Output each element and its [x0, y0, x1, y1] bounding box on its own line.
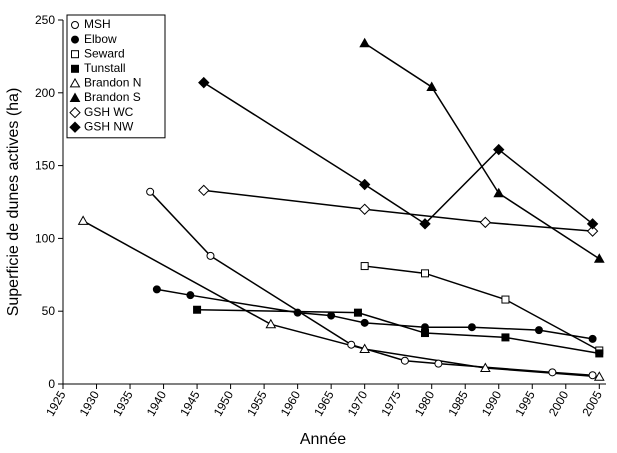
marker [186, 291, 195, 300]
x-tick-label: 1945 [177, 388, 203, 418]
marker [479, 216, 492, 229]
marker [360, 318, 369, 327]
y-tick-label: 150 [35, 159, 55, 173]
legend-box [66, 14, 166, 139]
series-line [149, 191, 593, 377]
series-line [203, 189, 593, 232]
y-tick-label: 0 [48, 377, 55, 391]
marker [548, 368, 557, 377]
y-tick-label: 100 [35, 231, 55, 245]
x-tick-label: 1950 [211, 388, 237, 418]
y-tick-label: 50 [42, 304, 56, 318]
marker [588, 371, 597, 380]
x-tick-label: 1940 [144, 388, 170, 418]
y-tick-label: 200 [35, 86, 55, 100]
marker [327, 311, 336, 320]
marker [71, 35, 79, 44]
marker [419, 218, 431, 230]
legend-label: Elbow [84, 32, 117, 46]
marker [71, 21, 79, 29]
x-tick-label: 1995 [512, 388, 538, 418]
marker [198, 76, 210, 89]
marker [359, 343, 371, 354]
marker [593, 253, 605, 263]
series-line [364, 265, 600, 352]
x-tick-label: 1980 [412, 388, 438, 418]
marker [501, 295, 510, 304]
marker [501, 333, 510, 342]
marker [421, 329, 429, 338]
x-tick-label: 1960 [278, 388, 304, 418]
marker [479, 362, 491, 372]
marker [467, 323, 476, 332]
marker [69, 106, 81, 119]
marker [358, 178, 371, 191]
x-tick-label: 1975 [378, 388, 404, 418]
marker [426, 81, 438, 91]
legend-label: MSH [84, 17, 111, 31]
marker [146, 187, 155, 196]
legend-label: Brandon N [84, 76, 141, 90]
x-tick-label: 1955 [244, 388, 270, 418]
marker [434, 359, 443, 368]
x-tick-label: 1990 [479, 388, 505, 418]
marker [71, 64, 79, 73]
marker [77, 215, 89, 225]
marker [400, 356, 409, 365]
marker [360, 262, 369, 271]
marker [534, 326, 543, 335]
marker [193, 305, 202, 314]
marker [71, 50, 79, 59]
marker [293, 308, 302, 317]
series-line [364, 42, 600, 260]
legend-label: Seward [84, 46, 125, 60]
y-tick-label: 250 [35, 13, 55, 27]
marker [588, 334, 597, 343]
marker [595, 349, 604, 358]
series-line [203, 81, 594, 225]
legend-label: Brandon S [84, 90, 141, 104]
marker [152, 285, 161, 294]
marker [359, 37, 371, 48]
legend-label: GSH WC [84, 105, 134, 119]
marker [586, 225, 599, 237]
series-line [82, 220, 600, 378]
marker [265, 318, 277, 329]
marker [358, 203, 371, 215]
marker [347, 340, 356, 349]
x-tick-label: 2005 [579, 388, 605, 418]
x-tick-label: 1925 [43, 388, 69, 418]
marker [69, 92, 81, 102]
marker [593, 371, 605, 381]
marker [69, 121, 81, 133]
x-tick-label: 1970 [345, 388, 371, 418]
x-tick-label: 1985 [445, 388, 471, 418]
marker [353, 308, 362, 317]
y-axis-title: Superficie de dunes actives (ha) [5, 88, 22, 317]
marker [493, 187, 505, 198]
x-axis-title: Année [300, 431, 346, 448]
x-tick-label: 1965 [311, 388, 337, 418]
x-tick-label: 1930 [77, 388, 103, 418]
marker [198, 184, 210, 197]
marker [421, 269, 429, 278]
legend-label: Tunstall [84, 61, 126, 75]
marker [69, 77, 81, 88]
legend-label: GSH NW [84, 119, 134, 133]
marker [493, 143, 505, 156]
x-tick-label: 2000 [546, 388, 572, 418]
marker [586, 218, 599, 230]
marker [206, 251, 215, 260]
x-tick-label: 1935 [110, 388, 136, 418]
